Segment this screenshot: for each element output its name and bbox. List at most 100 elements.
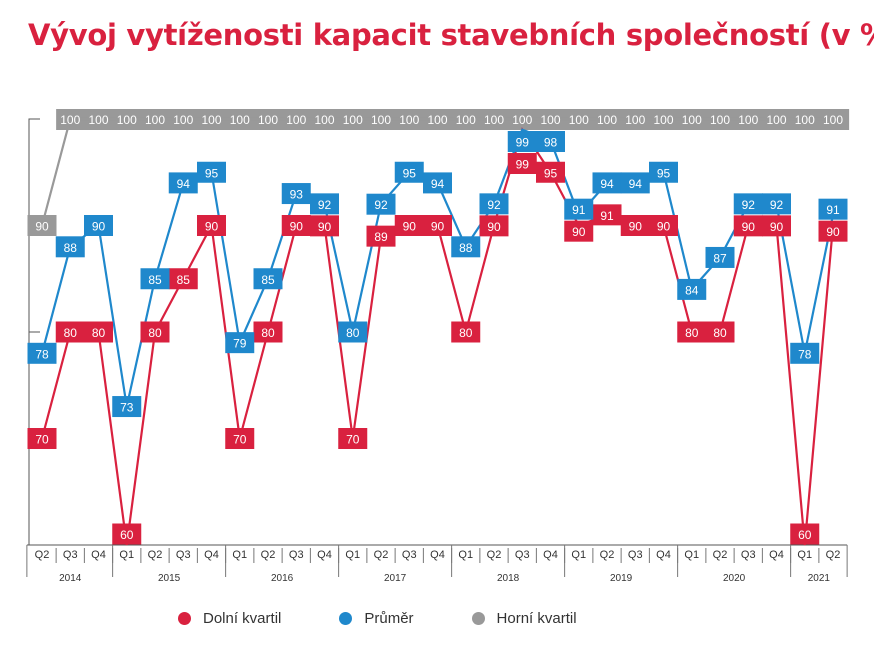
data-label-box	[790, 523, 820, 545]
data-label: 78	[35, 347, 49, 361]
data-label-box	[168, 268, 198, 290]
data-label-box	[27, 428, 57, 449]
data-label: 80	[685, 326, 699, 340]
x-tick-label: Q3	[402, 549, 417, 561]
legend-label: Horní kvartil	[496, 610, 577, 627]
data-label: 80	[148, 326, 162, 340]
data-label-box	[168, 172, 198, 194]
data-label: 99	[516, 158, 530, 172]
data-label: 80	[459, 326, 473, 340]
x-year-label: 2018	[497, 573, 520, 584]
data-label-box	[649, 215, 678, 236]
x-tick-label: Q2	[261, 549, 276, 561]
data-label: 94	[629, 177, 643, 191]
x-tick-label: Q4	[769, 549, 784, 561]
data-label-box	[366, 193, 396, 215]
x-tick-label: Q3	[176, 549, 191, 561]
data-label: 90	[205, 220, 219, 234]
legend-marker	[471, 612, 485, 625]
data-label: 80	[64, 326, 78, 340]
data-label: 92	[742, 198, 756, 212]
data-label-box	[112, 396, 142, 418]
data-label: 100	[88, 113, 108, 127]
data-label: 90	[742, 220, 756, 234]
x-tick-label: Q3	[515, 549, 530, 561]
data-label-box	[620, 215, 650, 236]
data-label: 100	[484, 113, 504, 127]
series-line-1	[40, 128, 835, 407]
data-label-box	[564, 198, 594, 220]
x-tick-label: Q4	[317, 549, 332, 561]
x-tick-label: Q3	[63, 549, 78, 561]
data-label-box	[253, 268, 283, 290]
data-label-box	[310, 215, 339, 237]
data-label: 92	[770, 198, 784, 212]
data-label: 91	[572, 203, 586, 217]
data-label: 95	[403, 166, 417, 180]
data-label: 100	[286, 113, 306, 127]
x-year-label: 2014	[59, 573, 82, 584]
data-label-box	[762, 215, 791, 237]
x-tick-label: Q1	[684, 549, 699, 561]
x-tick-label: Q1	[571, 549, 586, 561]
data-label-box	[536, 161, 565, 183]
data-label: 100	[597, 113, 617, 127]
data-label-box	[112, 523, 142, 545]
legend-label: Dolní kvartil	[203, 610, 282, 627]
x-year-label: 2016	[271, 573, 294, 584]
data-label: 100	[145, 113, 165, 127]
x-year-label: 2019	[610, 573, 633, 584]
x-tick-label: Q4	[543, 549, 558, 561]
x-tick-label: Q1	[797, 549, 812, 561]
data-label-box	[620, 172, 650, 194]
data-label-box	[84, 321, 113, 343]
data-label: 87	[713, 251, 727, 265]
data-label: 100	[795, 113, 815, 127]
data-label: 100	[314, 113, 334, 127]
data-label-box	[677, 278, 707, 300]
data-label: 88	[459, 241, 473, 255]
data-label-box	[507, 153, 537, 174]
data-label: 85	[177, 273, 191, 287]
data-label-box	[55, 321, 85, 343]
data-label: 90	[770, 220, 784, 234]
data-label-box	[451, 236, 481, 258]
data-label: 90	[431, 220, 445, 234]
data-label: 91	[826, 203, 840, 217]
x-tick-label: Q1	[232, 549, 247, 561]
data-label: 80	[92, 326, 106, 340]
x-tick-label: Q3	[628, 549, 643, 561]
data-label: 100	[456, 113, 476, 127]
data-label: 93	[290, 188, 304, 202]
legend-label: Průměr	[364, 610, 414, 627]
data-label: 100	[60, 113, 80, 127]
data-label: 100	[653, 113, 673, 127]
data-label: 100	[230, 113, 250, 127]
x-tick-label: Q3	[289, 549, 304, 561]
x-year-label: 2021	[808, 573, 831, 584]
data-label: 91	[600, 209, 614, 223]
data-label: 70	[346, 433, 360, 447]
x-tick-label: Q1	[458, 549, 473, 561]
data-label: 85	[148, 273, 162, 287]
data-label-box	[423, 215, 452, 236]
data-label: 90	[572, 225, 586, 239]
data-label: 100	[258, 113, 278, 127]
data-label: 100	[399, 113, 419, 127]
data-label: 90	[290, 220, 304, 234]
y-axis-line	[28, 118, 40, 545]
data-label-box	[27, 342, 57, 364]
data-label-box	[140, 268, 170, 290]
x-tick-label: Q4	[91, 549, 106, 561]
legend-marker	[339, 612, 353, 625]
data-label-box	[366, 225, 396, 247]
data-label-box	[140, 321, 170, 343]
legend-item-prumer: Průměr	[339, 610, 414, 627]
data-label: 80	[346, 326, 360, 340]
x-tick-label: Q4	[204, 549, 219, 561]
data-label-box	[451, 321, 481, 343]
data-label: 100	[625, 113, 645, 127]
data-label: 85	[261, 273, 275, 287]
x-tick-label: Q2	[600, 549, 615, 561]
